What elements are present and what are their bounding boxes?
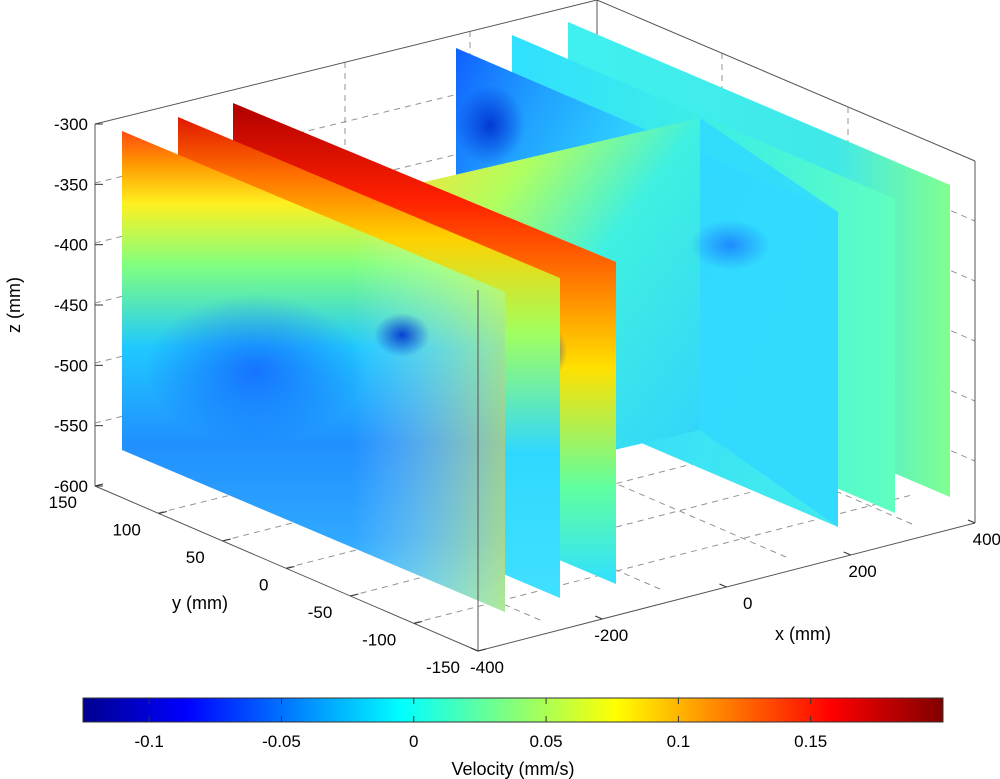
y-tick-mark [94, 483, 104, 487]
z-tick-label: -400 [54, 236, 88, 255]
colorbar-ticks: -0.1 -0.05 0 0.05 0.1 0.15 [135, 698, 827, 751]
x-axis-label: x (mm) [775, 624, 831, 644]
colorbar-tick-label: 0 [409, 732, 418, 751]
box-edge [596, 0, 976, 162]
x-tick-label: -200 [594, 626, 628, 645]
y-axis-label: y (mm) [172, 593, 228, 613]
slice-feature [374, 313, 430, 357]
colorbar-label: Velocity (mm/s) [451, 759, 574, 779]
y-axis-ticks: 150 100 50 0 -50 -100 -150 [49, 483, 487, 677]
slice-feature [690, 220, 770, 270]
x-tick-label: 400 [973, 530, 1000, 549]
x-tick-label: 0 [743, 594, 752, 613]
slice-feature [455, 85, 525, 165]
y-tick-mark [477, 648, 487, 652]
colorbar-tick-label: 0.1 [667, 732, 691, 751]
x-tick-mark [843, 551, 851, 556]
y-tick-mark [158, 511, 167, 514]
x-tick-label: 200 [848, 562, 876, 581]
y-tick-label: 150 [49, 493, 77, 512]
y-tick-mark [350, 593, 359, 597]
colorbar-tick-label: -0.1 [135, 732, 164, 751]
x-tick-label: -400 [470, 658, 504, 677]
colorbar-tick-label: 0.05 [530, 732, 563, 751]
z-tick-label: -300 [54, 115, 88, 134]
y-tick-mark [414, 621, 423, 624]
x-tick-mark [595, 615, 603, 620]
y-tick-label: -50 [308, 603, 333, 622]
z-tick-label: -450 [54, 296, 88, 315]
y-tick-label: 100 [112, 521, 140, 540]
colorbar-tick-label: 0.15 [794, 732, 827, 751]
y-tick-label: 50 [186, 548, 205, 567]
box-edge [94, 0, 598, 125]
colorbar-tick-label: -0.05 [262, 732, 301, 751]
x-tick-mark [967, 519, 976, 524]
z-tick-label: -600 [54, 477, 88, 496]
x-axis-ticks: -400 -200 0 200 400 [470, 519, 1000, 677]
z-tick-label: -350 [54, 175, 88, 194]
y-tick-label: -150 [426, 658, 460, 677]
y-tick-label: -100 [362, 631, 396, 650]
z-tick-label: -500 [54, 356, 88, 375]
z-axis-label: z (mm) [4, 277, 24, 333]
y-tick-label: 0 [259, 576, 268, 595]
x-tick-mark [719, 583, 727, 588]
z-tick-label: -550 [54, 417, 88, 436]
slice-feature [145, 295, 365, 445]
y-tick-mark [286, 566, 295, 569]
colorbar [82, 697, 944, 723]
z-axis-ticks: -300 -350 -400 -450 -500 -550 -600 [54, 115, 103, 496]
x-tick-mark [470, 647, 479, 652]
y-tick-mark [222, 538, 231, 542]
